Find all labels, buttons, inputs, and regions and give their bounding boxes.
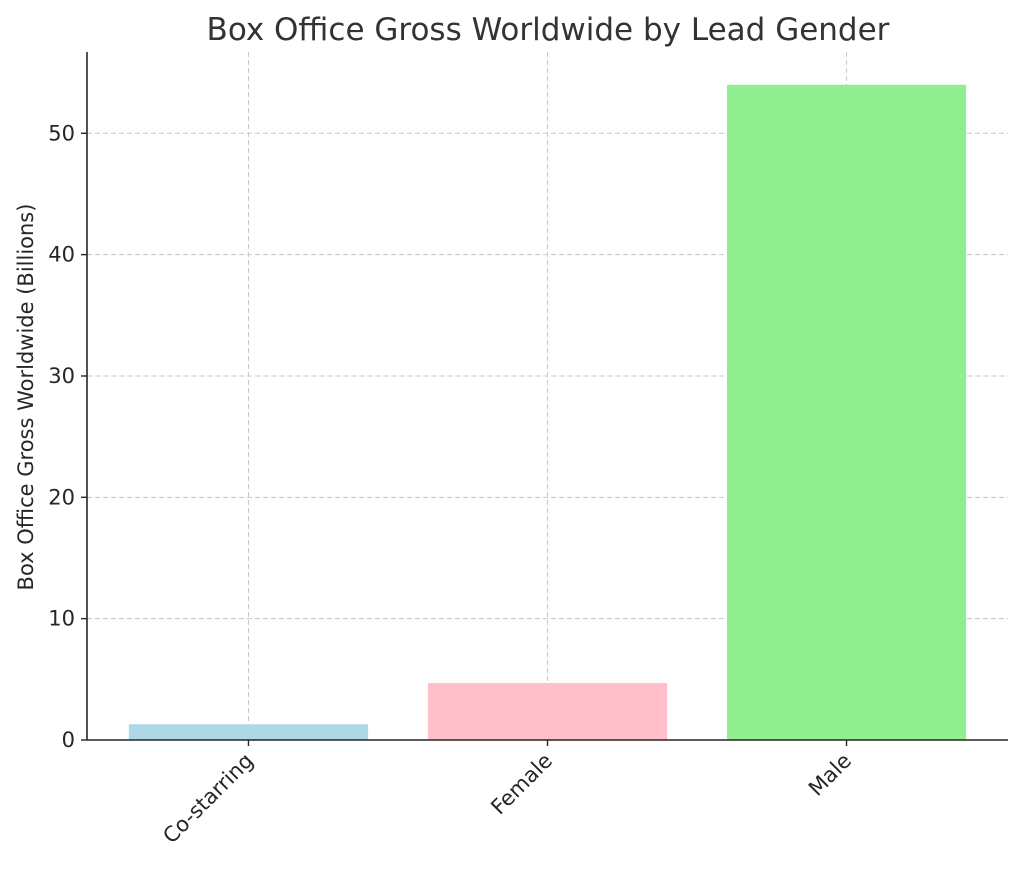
x-tick-label: Female [486, 749, 557, 820]
y-tick-label: 40 [48, 243, 75, 267]
chart-title: Box Office Gross Worldwide by Lead Gende… [207, 12, 890, 48]
bar-male [726, 84, 967, 740]
x-tick-label: Male [804, 749, 856, 801]
bar-female [427, 682, 668, 740]
y-tick-label: 50 [48, 121, 75, 145]
y-tick-label: 10 [48, 607, 75, 631]
bar-co-starring [128, 724, 369, 740]
y-tick-label: 20 [48, 485, 75, 509]
y-tick-label: 0 [62, 728, 75, 752]
bars-layer [128, 84, 967, 740]
y-axis-label: Box Office Gross Worldwide (Billions) [14, 204, 38, 591]
y-tick-label: 30 [48, 364, 75, 388]
x-tick-label: Co-starring [158, 749, 258, 849]
